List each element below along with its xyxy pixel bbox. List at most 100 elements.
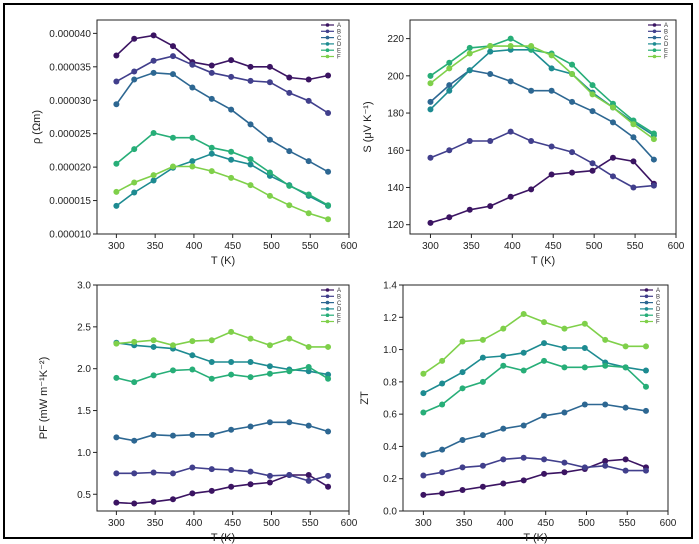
- data-point: [630, 134, 637, 141]
- data-point: [541, 456, 548, 463]
- x-tick-label: 500: [263, 241, 280, 252]
- data-point: [602, 362, 609, 369]
- data-point: [528, 87, 535, 94]
- data-point: [150, 372, 157, 379]
- x-tick-label: 550: [302, 241, 319, 252]
- data-point: [305, 76, 312, 83]
- plot-area-border: [402, 284, 669, 512]
- x-tick-label: 450: [545, 241, 562, 252]
- data-point: [581, 344, 588, 351]
- data-point: [150, 172, 157, 179]
- data-point: [520, 422, 527, 429]
- legend-swatch-marker: [652, 54, 657, 59]
- data-point: [581, 401, 588, 408]
- data-point: [561, 325, 568, 332]
- data-point: [325, 343, 332, 350]
- data-point: [420, 370, 427, 377]
- data-point: [247, 161, 254, 168]
- data-point: [569, 70, 576, 77]
- data-point: [247, 359, 254, 366]
- data-point: [131, 179, 138, 186]
- data-point: [500, 325, 507, 332]
- data-point: [427, 72, 434, 79]
- data-point: [228, 328, 235, 335]
- data-point: [131, 68, 138, 75]
- data-point: [131, 35, 138, 42]
- legend-label: F: [664, 55, 668, 61]
- legend-swatch-marker: [652, 29, 657, 34]
- data-point: [561, 364, 568, 371]
- data-point: [228, 371, 235, 378]
- plot-area-border: [96, 19, 350, 235]
- data-point: [228, 174, 235, 181]
- data-point: [528, 43, 535, 50]
- data-point: [113, 202, 120, 209]
- legend-label: E: [656, 313, 660, 319]
- legend-swatch-marker: [652, 23, 657, 27]
- data-point: [466, 67, 473, 74]
- y-axis-label: PF (mW m⁻¹K⁻²): [38, 357, 50, 439]
- data-point: [131, 146, 138, 153]
- data-point: [446, 147, 453, 154]
- data-point: [420, 472, 427, 479]
- y-tick-label: 2.5: [77, 322, 91, 333]
- series-line: [116, 474, 329, 505]
- y-tick-label: 0.000020: [49, 163, 91, 174]
- data-point: [169, 432, 176, 439]
- data-point: [169, 342, 176, 349]
- data-point: [150, 57, 157, 64]
- series-a: [113, 32, 332, 83]
- y-tick-label: 0.000035: [49, 62, 91, 73]
- data-point: [208, 359, 215, 366]
- series-b: [113, 464, 332, 484]
- data-point: [507, 193, 514, 200]
- data-point: [113, 188, 120, 195]
- y-axis-label: S (μV K⁻¹): [362, 101, 374, 152]
- legend-label: F: [656, 320, 660, 326]
- data-point: [169, 53, 176, 60]
- data-point: [113, 499, 120, 506]
- data-point: [459, 369, 466, 376]
- data-point: [548, 171, 555, 178]
- data-point: [602, 457, 609, 464]
- data-point: [446, 59, 453, 66]
- series-e: [113, 364, 332, 386]
- data-point: [459, 464, 466, 471]
- data-point: [228, 148, 235, 155]
- series-b: [113, 53, 332, 116]
- data-point: [228, 483, 235, 490]
- data-point: [325, 472, 332, 479]
- legend-label: A: [337, 288, 341, 294]
- legend-swatch-marker: [325, 42, 330, 46]
- data-point: [487, 43, 494, 50]
- data-point: [247, 468, 254, 475]
- data-point: [169, 134, 176, 141]
- data-point: [642, 407, 649, 414]
- x-tick-label: 550: [302, 518, 319, 529]
- legend-swatch-marker: [325, 300, 330, 305]
- x-axis-label: T (K): [211, 255, 235, 267]
- data-point: [325, 216, 332, 223]
- x-tick-label: 500: [578, 518, 595, 529]
- series-f: [420, 311, 649, 377]
- data-point: [189, 490, 196, 497]
- data-point: [305, 158, 312, 165]
- data-point: [208, 431, 215, 438]
- data-point: [286, 368, 293, 375]
- data-point: [589, 167, 596, 174]
- x-tick-label: 350: [147, 518, 164, 529]
- legend-swatch-marker: [644, 294, 649, 299]
- data-point: [602, 401, 609, 408]
- data-point: [113, 434, 120, 441]
- data-point: [630, 121, 637, 128]
- legend-label: F: [337, 320, 341, 326]
- data-point: [500, 456, 507, 463]
- x-tick-label: 550: [627, 241, 644, 252]
- data-point: [446, 214, 453, 221]
- legend-label: C: [337, 301, 342, 307]
- data-point: [150, 177, 157, 184]
- legend-swatch-marker: [325, 29, 330, 34]
- data-point: [189, 163, 196, 170]
- data-point: [150, 69, 157, 76]
- data-point: [189, 338, 196, 345]
